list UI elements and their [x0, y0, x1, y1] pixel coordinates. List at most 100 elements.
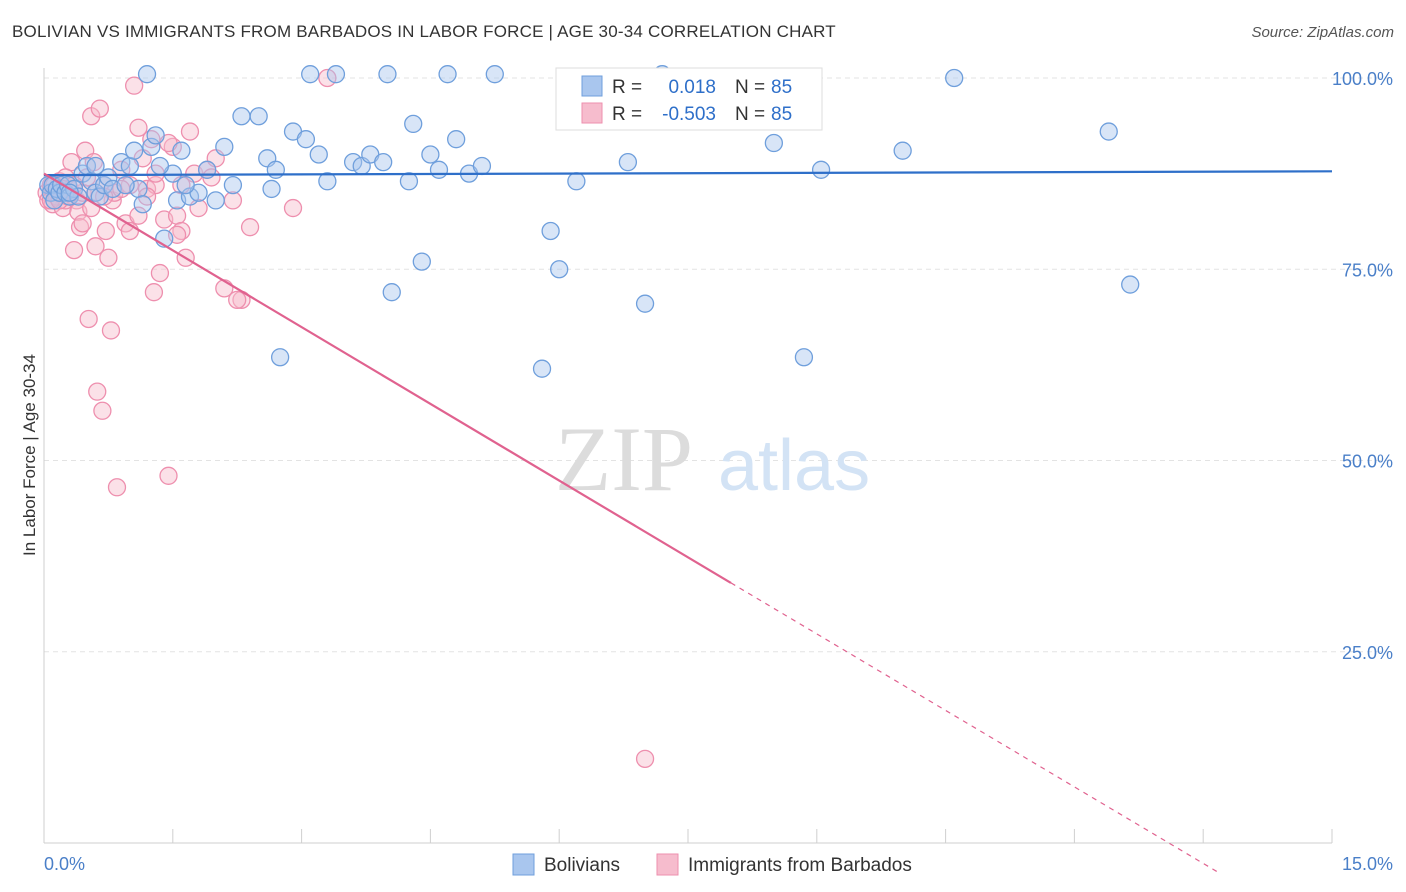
bolivian-point — [811, 160, 831, 179]
barbados-point — [86, 237, 105, 256]
bolivian-point — [172, 141, 191, 160]
bolivian-point — [429, 160, 449, 179]
bolivian-point — [60, 183, 79, 202]
bolivian-point — [296, 130, 316, 149]
bolivian-point — [116, 175, 135, 195]
bolivian-point — [326, 65, 346, 84]
barbados-point — [159, 466, 178, 485]
barbados-point — [223, 191, 243, 210]
bolivian-point — [270, 348, 290, 367]
bolivian-point — [399, 172, 419, 191]
bolivian-point — [232, 107, 251, 126]
bolivian-point — [142, 137, 161, 157]
bolivian-point — [215, 137, 234, 157]
bolivian-point — [550, 260, 569, 279]
bolivian-point — [1099, 122, 1118, 141]
barbados-point — [96, 221, 115, 241]
y-tick-label: 75.0% — [1342, 260, 1393, 280]
barbados-point — [180, 122, 200, 141]
barbados-point — [635, 749, 655, 768]
x-axis-ticks — [43, 829, 1333, 843]
legend-n-label-bolivians: N = — [735, 77, 765, 98]
x-tick-label-min: 0.0% — [44, 854, 85, 874]
bolivians-trendline — [43, 170, 1333, 177]
bolivian-point — [1121, 275, 1140, 294]
y-tick-label: 50.0% — [1342, 452, 1393, 472]
legend-n-value-bolivians: 85 — [771, 77, 792, 98]
bolivian-point — [223, 175, 243, 195]
bolivian-point — [635, 294, 655, 313]
bottom-legend-label-bolivians: Bolivians — [544, 855, 620, 876]
barbados-point — [88, 382, 107, 401]
barbados-point — [150, 263, 170, 283]
bolivian-point — [567, 172, 586, 191]
barbados-point — [125, 76, 144, 95]
bottom-legend-swatch-bolivians — [512, 853, 535, 876]
bolivian-point — [485, 65, 504, 84]
bottom-legend-label-barbados: Immigrants from Barbados — [688, 855, 912, 876]
y-tick-label: 25.0% — [1342, 643, 1393, 663]
bolivian-point — [146, 126, 165, 145]
bolivian-point — [421, 145, 440, 164]
barbados-trendline-extension — [730, 582, 1221, 875]
barbados-point — [73, 214, 92, 233]
legend-swatch-bolivians — [581, 75, 603, 97]
chart-source: Source: ZipAtlas.com — [1251, 24, 1394, 41]
barbados-point — [283, 198, 303, 218]
bolivian-point — [764, 133, 784, 153]
legend-n-value-barbados: 85 — [771, 104, 792, 125]
bolivian-point — [374, 152, 393, 172]
gridlines — [44, 77, 1392, 653]
bolivian-point — [618, 152, 638, 172]
bolivian-point — [309, 145, 328, 164]
bolivian-point — [301, 65, 320, 84]
barbados-point — [90, 99, 109, 118]
bolivian-point — [125, 141, 144, 160]
legend-swatch-barbados — [581, 102, 603, 124]
bolivian-point — [945, 68, 964, 88]
barbados-point — [228, 290, 247, 310]
barbados-point — [79, 309, 98, 329]
barbados-point — [129, 206, 148, 225]
bolivian-point — [532, 359, 552, 378]
bolivian-point — [343, 152, 363, 172]
bolivian-point — [120, 156, 140, 176]
legend-n-label-barbados: N = — [735, 104, 765, 125]
barbados-point — [318, 68, 337, 88]
barbados-point — [120, 175, 140, 195]
trendlines — [43, 170, 1333, 875]
barbados-point — [240, 218, 260, 237]
y-tick-label: 100.0% — [1332, 69, 1393, 89]
barbados-point — [93, 401, 112, 420]
legend-r-value-barbados: -0.503 — [662, 104, 716, 125]
barbados-point — [144, 283, 164, 302]
barbados-point — [107, 478, 127, 497]
bolivian-point — [206, 191, 225, 210]
bolivian-point — [472, 156, 492, 176]
legend-r-label-bolivians: R = — [612, 77, 642, 98]
bolivian-point — [412, 252, 431, 271]
bolivian-point — [378, 65, 397, 84]
watermark-atlas: atlas — [718, 426, 870, 506]
x-tick-label-max: 15.0% — [1342, 854, 1393, 874]
bolivian-point — [137, 65, 157, 84]
watermark-zip: ZIP — [555, 408, 693, 510]
legend-r-value-bolivians: 0.018 — [668, 77, 716, 98]
bolivian-point — [99, 168, 118, 187]
bolivian-point — [447, 130, 466, 149]
y-axis-tick-labels: 25.0% 50.0% 75.0% 100.0% — [1332, 69, 1393, 663]
bolivian-point — [404, 114, 423, 134]
series-legend: Bolivians Immigrants from Barbados — [512, 853, 912, 876]
barbados-point — [167, 206, 187, 225]
barbados-point — [99, 248, 118, 267]
bolivian-point — [262, 179, 281, 199]
legend-r-label-barbados: R = — [612, 104, 642, 125]
y-axis-label: In Labor Force | Age 30-34 — [20, 354, 39, 556]
bolivian-point — [382, 283, 401, 302]
barbados-point — [64, 240, 84, 260]
barbados-point — [101, 321, 121, 340]
bottom-legend-swatch-barbados — [656, 853, 679, 876]
bolivian-point — [133, 195, 152, 214]
bolivian-point — [318, 172, 337, 191]
